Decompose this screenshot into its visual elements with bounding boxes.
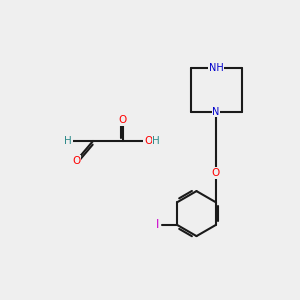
Text: O: O (144, 136, 152, 146)
Text: I: I (156, 218, 159, 231)
Text: H: H (152, 136, 160, 146)
Text: O: O (119, 115, 127, 125)
Text: N: N (212, 106, 220, 117)
Text: O: O (64, 136, 72, 146)
Text: O: O (212, 168, 220, 178)
Text: H: H (64, 136, 71, 146)
Text: O: O (72, 155, 81, 166)
Text: NH: NH (208, 63, 224, 74)
